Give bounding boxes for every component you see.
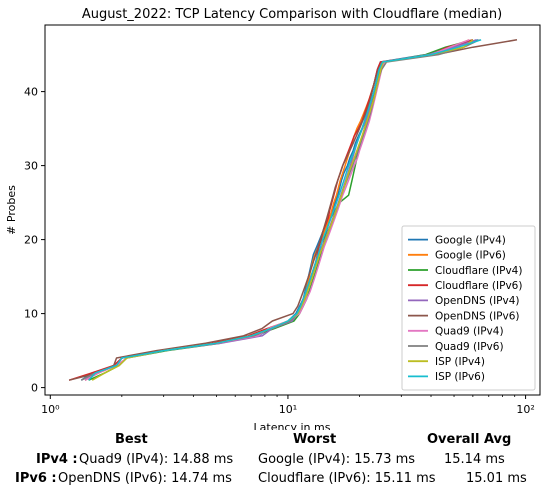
best-ipv4: Quad9 (IPv4): 14.88 ms — [79, 452, 234, 467]
legend-entry: OpenDNS (IPv4) — [435, 295, 520, 307]
row-label-ipv4: IPv4 : — [36, 452, 78, 467]
y-axis-label: # Probes — [5, 185, 18, 235]
avg-ipv4: 15.14 ms — [444, 452, 505, 467]
row-label-ipv6: IPv6 : — [15, 471, 57, 486]
legend-entry: Google (IPv4) — [435, 234, 506, 246]
legend-entry: ISP (IPv4) — [435, 356, 485, 368]
col-header-worst: Worst — [293, 432, 337, 447]
x-tick-label: 10¹ — [279, 403, 297, 416]
avg-ipv6: 15.01 ms — [466, 471, 527, 486]
col-header-avg: Overall Avg — [427, 432, 512, 447]
y-tick-label: 10 — [24, 308, 38, 321]
series-line-9 — [88, 39, 482, 381]
legend — [401, 225, 536, 391]
legend-entry: Google (IPv6) — [435, 250, 506, 262]
y-tick-label: 20 — [24, 234, 38, 247]
best-ipv6: OpenDNS (IPv6): 14.74 ms — [58, 471, 232, 486]
x-axis-label: Latency in ms — [254, 421, 331, 430]
legend-entry: Cloudflare (IPv4) — [435, 265, 522, 277]
y-tick-label: 40 — [24, 86, 38, 99]
chart-title: August_2022: TCP Latency Comparison with… — [82, 7, 502, 22]
x-tick-label: 10⁰ — [41, 403, 60, 416]
legend-entry: Quad9 (IPv6) — [435, 341, 504, 353]
y-tick-label: 30 — [24, 160, 38, 173]
legend-entry: Quad9 (IPv4) — [435, 326, 504, 338]
legend-entry: Cloudflare (IPv6) — [435, 280, 522, 292]
legend-entry: ISP (IPv6) — [435, 371, 485, 383]
y-tick-label: 0 — [31, 382, 38, 395]
x-tick-label: 10² — [516, 403, 534, 416]
series-line-5 — [68, 39, 518, 381]
col-header-best: Best — [115, 432, 148, 447]
latency-chart: August_2022: TCP Latency Comparison with… — [5, 7, 541, 430]
legend-entry: OpenDNS (IPv6) — [435, 310, 520, 322]
worst-ipv4: Google (IPv4): 15.73 ms — [258, 452, 416, 467]
plot-frame — [44, 24, 541, 396]
worst-ipv6: Cloudflare (IPv6): 15.11 ms — [258, 471, 436, 486]
